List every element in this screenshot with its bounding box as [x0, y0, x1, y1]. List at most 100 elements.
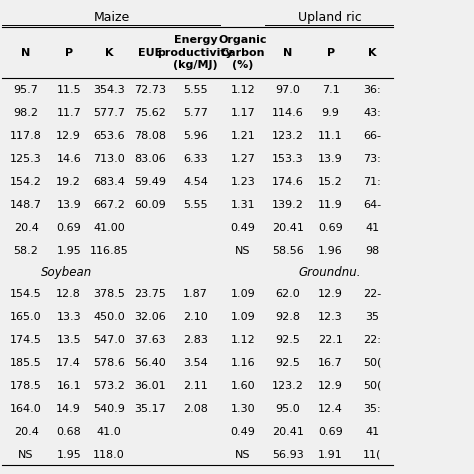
Text: 3.54: 3.54 [183, 358, 208, 368]
Text: 117.8: 117.8 [10, 131, 42, 141]
Text: 12.9: 12.9 [318, 381, 343, 391]
Text: Maize: Maize [93, 11, 129, 24]
Text: 0.49: 0.49 [230, 427, 255, 437]
Text: 92.8: 92.8 [275, 312, 301, 322]
Text: 15.2: 15.2 [318, 177, 343, 187]
Text: 123.2: 123.2 [272, 131, 304, 141]
Text: 1.09: 1.09 [230, 312, 255, 322]
Text: 2.08: 2.08 [183, 404, 208, 414]
Text: 41.00: 41.00 [93, 223, 125, 233]
Text: 547.0: 547.0 [93, 335, 125, 345]
Text: Groundnu.: Groundnu. [298, 266, 361, 279]
Text: 16.7: 16.7 [318, 358, 343, 368]
Text: 1.17: 1.17 [230, 108, 255, 118]
Text: 20.41: 20.41 [272, 223, 304, 233]
Text: 22.1: 22.1 [318, 335, 343, 345]
Text: 58.2: 58.2 [14, 246, 38, 255]
Text: 23.75: 23.75 [135, 289, 166, 299]
Text: 174.6: 174.6 [272, 177, 304, 187]
Text: 22:: 22: [363, 335, 381, 345]
Text: 11.5: 11.5 [56, 85, 81, 95]
Text: 1.95: 1.95 [56, 246, 81, 255]
Text: 13.3: 13.3 [56, 312, 81, 322]
Text: P: P [64, 48, 73, 58]
Text: 7.1: 7.1 [322, 85, 339, 95]
Text: 165.0: 165.0 [10, 312, 42, 322]
Text: 667.2: 667.2 [93, 200, 125, 210]
Text: 683.4: 683.4 [93, 177, 125, 187]
Text: N: N [21, 48, 31, 58]
Text: 185.5: 185.5 [10, 358, 42, 368]
Text: 4.54: 4.54 [183, 177, 208, 187]
Text: 118.0: 118.0 [93, 449, 125, 460]
Text: 2.11: 2.11 [183, 381, 208, 391]
Text: 116.85: 116.85 [90, 246, 128, 255]
Text: 1.96: 1.96 [318, 246, 343, 255]
Text: 11.7: 11.7 [56, 108, 81, 118]
Text: 32.06: 32.06 [135, 312, 166, 322]
Text: 5.96: 5.96 [183, 131, 208, 141]
Text: 139.2: 139.2 [272, 200, 304, 210]
Text: 22-: 22- [363, 289, 381, 299]
Text: 13.9: 13.9 [56, 200, 81, 210]
Text: 50(: 50( [363, 381, 381, 391]
Text: 1.12: 1.12 [230, 335, 255, 345]
Text: 16.1: 16.1 [56, 381, 81, 391]
Text: 35.17: 35.17 [135, 404, 166, 414]
Text: 178.5: 178.5 [10, 381, 42, 391]
Text: 95.0: 95.0 [275, 404, 301, 414]
Text: 1.95: 1.95 [56, 449, 81, 460]
Text: 20.41: 20.41 [272, 427, 304, 437]
Text: 64-: 64- [363, 200, 381, 210]
Text: 12.4: 12.4 [318, 404, 343, 414]
Text: 41: 41 [365, 427, 379, 437]
Text: 73:: 73: [363, 154, 381, 164]
Text: 12.3: 12.3 [318, 312, 343, 322]
Text: 62.0: 62.0 [275, 289, 301, 299]
Text: 13.5: 13.5 [56, 335, 81, 345]
Text: 95.7: 95.7 [14, 85, 38, 95]
Text: 154.5: 154.5 [10, 289, 42, 299]
Text: 60.09: 60.09 [135, 200, 166, 210]
Text: 12.8: 12.8 [56, 289, 81, 299]
Text: 0.49: 0.49 [230, 223, 255, 233]
Text: 164.0: 164.0 [10, 404, 42, 414]
Text: 11.9: 11.9 [318, 200, 343, 210]
Text: NS: NS [235, 246, 251, 255]
Text: K: K [105, 48, 113, 58]
Text: 41.0: 41.0 [97, 427, 121, 437]
Text: 5.55: 5.55 [183, 200, 208, 210]
Text: 174.5: 174.5 [10, 335, 42, 345]
Text: 11(: 11( [363, 449, 381, 460]
Text: P: P [327, 48, 335, 58]
Text: 36:: 36: [363, 85, 381, 95]
Text: 578.6: 578.6 [93, 358, 125, 368]
Text: 573.2: 573.2 [93, 381, 125, 391]
Text: 98.2: 98.2 [14, 108, 38, 118]
Text: EUE: EUE [138, 48, 163, 58]
Text: 123.2: 123.2 [272, 381, 304, 391]
Text: 83.06: 83.06 [135, 154, 166, 164]
Text: 1.87: 1.87 [183, 289, 208, 299]
Text: 2.10: 2.10 [183, 312, 208, 322]
Text: 148.7: 148.7 [10, 200, 42, 210]
Text: 71:: 71: [363, 177, 381, 187]
Text: 0.69: 0.69 [318, 223, 343, 233]
Text: 56.40: 56.40 [135, 358, 166, 368]
Text: 713.0: 713.0 [93, 154, 125, 164]
Text: Upland ric: Upland ric [298, 11, 361, 24]
Text: 577.7: 577.7 [93, 108, 125, 118]
Text: 125.3: 125.3 [10, 154, 42, 164]
Text: Organic
Carbon
(%): Organic Carbon (%) [219, 36, 267, 70]
Text: 450.0: 450.0 [93, 312, 125, 322]
Text: 1.91: 1.91 [318, 449, 343, 460]
Text: 50(: 50( [363, 358, 381, 368]
Text: K: K [368, 48, 376, 58]
Text: 78.08: 78.08 [135, 131, 166, 141]
Text: NS: NS [235, 449, 251, 460]
Text: 37.63: 37.63 [135, 335, 166, 345]
Text: 5.55: 5.55 [183, 85, 208, 95]
Text: N: N [283, 48, 292, 58]
Text: 0.69: 0.69 [56, 223, 81, 233]
Text: 153.3: 153.3 [272, 154, 304, 164]
